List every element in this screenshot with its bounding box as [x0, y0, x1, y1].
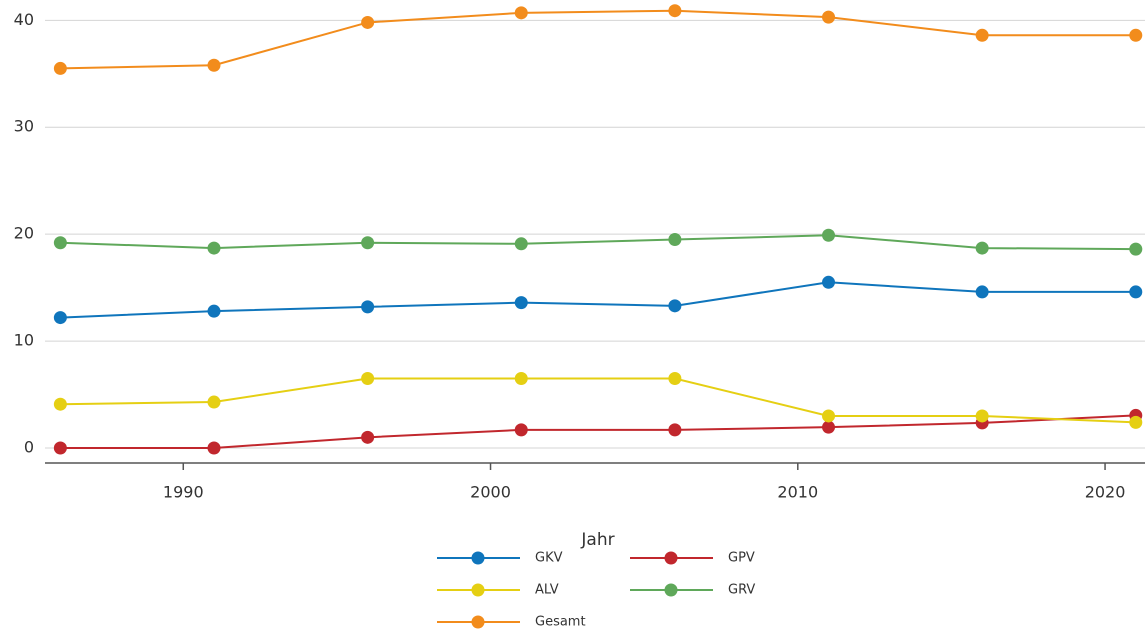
data-point — [207, 58, 221, 72]
data-point — [668, 372, 682, 386]
legend-label: Gesamt — [535, 615, 586, 630]
legend-label: GPV — [728, 551, 755, 566]
data-point — [514, 6, 528, 20]
data-point — [1129, 28, 1143, 42]
data-point — [822, 409, 836, 423]
data-point — [207, 304, 221, 318]
data-point — [668, 233, 682, 247]
y-tick-label: 10 — [14, 331, 34, 350]
x-axis-label: Jahr — [580, 530, 614, 550]
legend-marker — [471, 583, 485, 597]
data-point — [207, 241, 221, 255]
data-point — [207, 395, 221, 409]
legend-marker — [664, 583, 678, 597]
data-point — [668, 299, 682, 313]
data-point — [822, 420, 836, 434]
data-point — [514, 423, 528, 437]
series-line — [60, 9, 1136, 70]
legend-label: GKV — [535, 551, 563, 566]
data-point — [1129, 285, 1143, 299]
data-point — [361, 430, 375, 444]
x-tick-label: 2010 — [777, 483, 818, 502]
data-point — [53, 311, 67, 325]
series-line — [60, 234, 1136, 251]
data-point — [514, 296, 528, 310]
data-point — [361, 236, 375, 250]
data-point — [668, 423, 682, 437]
legend-marker — [471, 615, 485, 629]
series-line — [60, 414, 1136, 450]
x-tick-label: 1990 — [163, 483, 204, 502]
data-point — [514, 372, 528, 386]
data-point — [53, 61, 67, 75]
data-point — [1129, 415, 1143, 429]
y-tick-label: 20 — [14, 224, 34, 243]
data-point — [822, 275, 836, 289]
y-tick-label: 0 — [24, 438, 34, 457]
x-tick-label: 2020 — [1085, 483, 1126, 502]
data-point — [822, 228, 836, 242]
data-point — [53, 441, 67, 455]
legend-label: GRV — [728, 583, 755, 598]
y-tick-label: 30 — [14, 117, 34, 136]
data-point — [975, 285, 989, 299]
legend-marker — [471, 551, 485, 565]
legend-label: ALV — [535, 583, 559, 598]
data-point — [361, 372, 375, 386]
data-point — [1129, 242, 1143, 256]
data-point — [361, 300, 375, 314]
data-point — [668, 4, 682, 18]
data-point — [975, 241, 989, 255]
data-point — [53, 236, 67, 250]
series-line — [60, 281, 1136, 319]
x-tick-label: 2000 — [470, 483, 511, 502]
data-point — [514, 237, 528, 251]
data-point — [975, 28, 989, 42]
series-line — [60, 377, 1136, 424]
y-tick-label: 40 — [14, 10, 34, 29]
data-point — [975, 409, 989, 423]
legend-marker — [664, 551, 678, 565]
data-point — [361, 15, 375, 29]
data-point — [207, 441, 221, 455]
data-point — [53, 397, 67, 411]
data-point — [822, 10, 836, 24]
